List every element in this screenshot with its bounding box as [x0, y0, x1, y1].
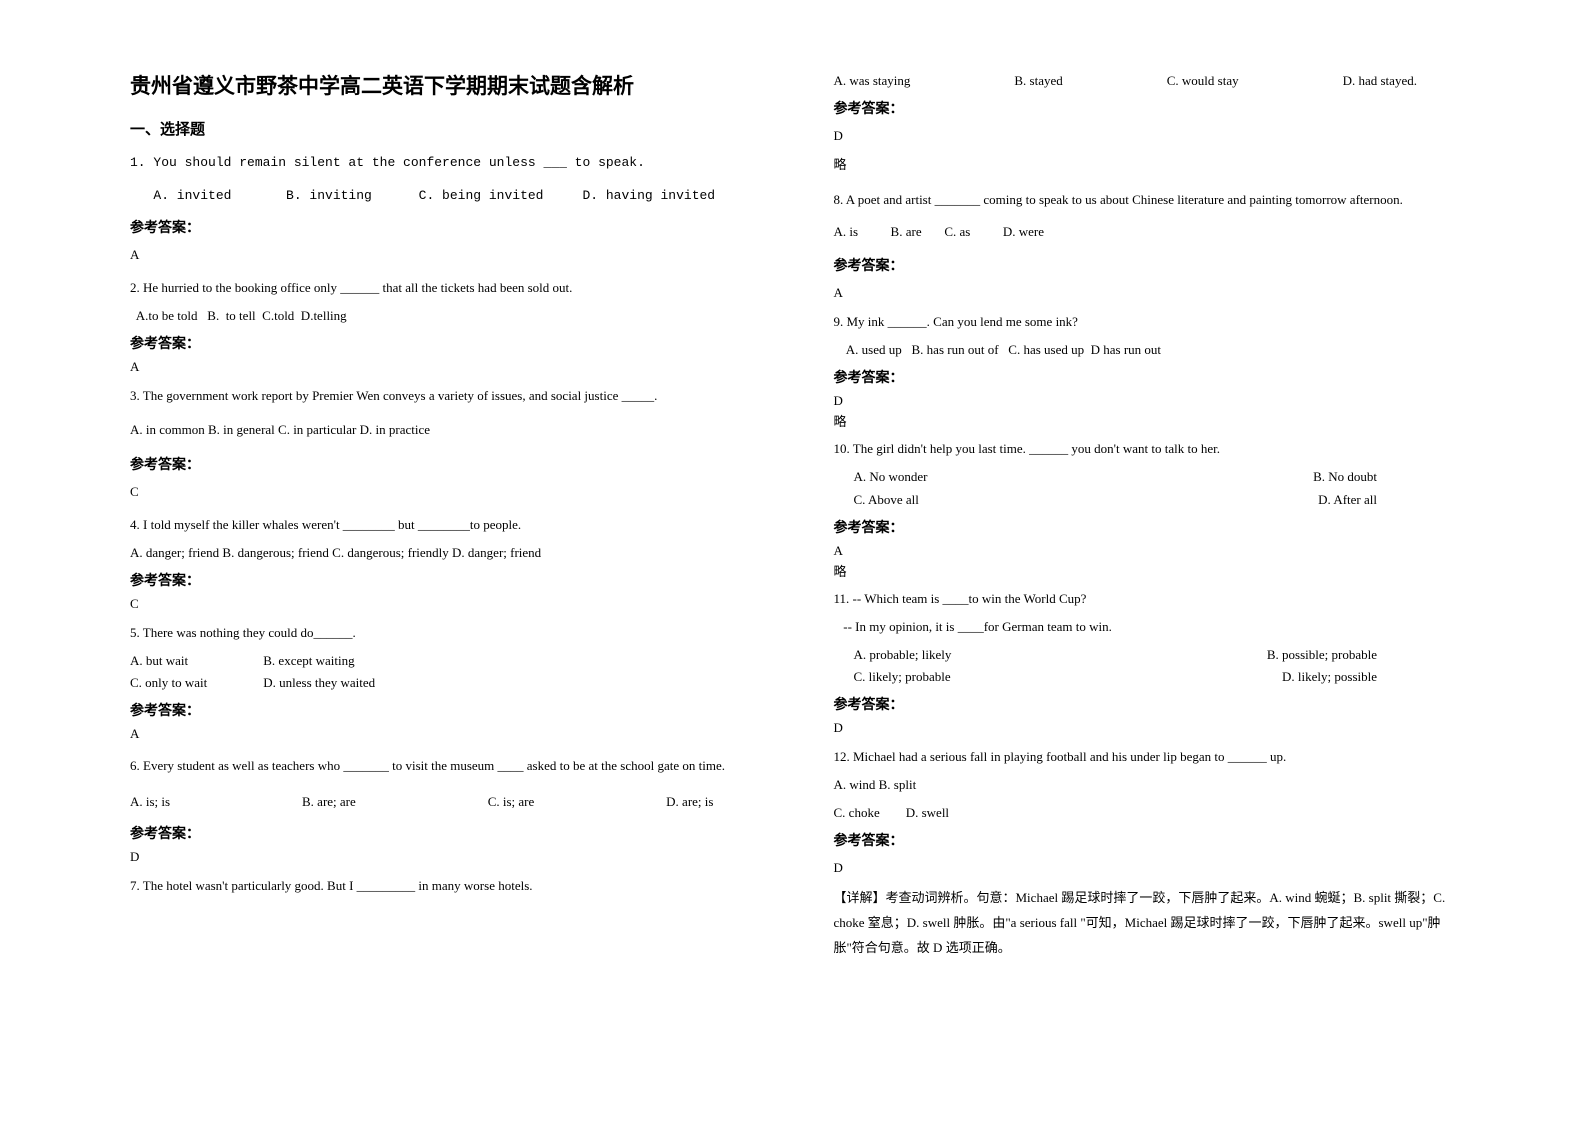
q9-answer: D: [834, 393, 1458, 409]
q10-answer: A: [834, 543, 1458, 559]
q10-omit: 略: [834, 561, 1458, 580]
q10-options: A. No wonder B. No doubt C. Above all D.…: [834, 466, 1458, 510]
page-title: 贵州省遵义市野茶中学高二英语下学期期末试题含解析: [130, 70, 754, 100]
q4-text: 4. I told myself the killer whales weren…: [130, 514, 754, 536]
q9-omit: 略: [834, 411, 1458, 430]
q9-answer-label: 参考答案：: [834, 367, 1458, 387]
q6-text: 6. Every student as well as teachers who…: [130, 752, 754, 781]
q10-optB: B. No doubt: [1313, 466, 1377, 488]
q2-text: 2. He hurried to the booking office only…: [130, 277, 754, 299]
q5-optA: A. but wait: [130, 650, 260, 672]
q6-optB: B. are; are: [302, 791, 356, 813]
q8-answer: A: [834, 285, 1458, 301]
q5-answer-label: 参考答案：: [130, 700, 754, 720]
section-header: 一、选择题: [130, 118, 754, 139]
q7-text: 7. The hotel wasn't particularly good. B…: [130, 875, 754, 897]
q5-optD: D. unless they waited: [263, 675, 375, 690]
q3-options: A. in common B. in general C. in particu…: [130, 419, 754, 441]
q11-options: A. probable; likely B. possible; probabl…: [834, 644, 1458, 688]
q7-optB: B. stayed: [1014, 70, 1062, 92]
q7-optD: D. had stayed.: [1343, 70, 1417, 92]
q4-options: A. danger; friend B. dangerous; friend C…: [130, 542, 754, 564]
q12-text: 12. Michael had a serious fall in playin…: [834, 746, 1458, 768]
left-column: 贵州省遵义市野茶中学高二英语下学期期末试题含解析 一、选择题 1. You sh…: [100, 70, 794, 1082]
q10-answer-label: 参考答案：: [834, 517, 1458, 537]
q12-options-line1: A. wind B. split: [834, 774, 1458, 796]
q8-answer-label: 参考答案：: [834, 255, 1458, 275]
q12-explain: 【详解】考查动词辨析。句意：Michael 踢足球时摔了一跤，下唇肿了起来。A.…: [834, 886, 1458, 960]
q4-answer: C: [130, 596, 754, 612]
q1-answer: A: [130, 247, 754, 263]
q6-optC: C. is; are: [488, 791, 535, 813]
q7-options: A. was staying B. stayed C. would stay D…: [834, 70, 1458, 92]
q1-answer-label: 参考答案：: [130, 217, 754, 237]
q11-optC: C. likely; probable: [834, 666, 951, 688]
q5-optB: B. except waiting: [263, 653, 354, 668]
q7-optA: A. was staying: [834, 70, 911, 92]
q6-options: A. is; is B. are; are C. is; are D. are;…: [130, 791, 754, 813]
q2-answer-label: 参考答案：: [130, 333, 754, 353]
q5-answer: A: [130, 726, 754, 742]
q6-answer: D: [130, 849, 754, 865]
q8-text: 8. A poet and artist _______ coming to s…: [834, 187, 1458, 213]
q6-answer-label: 参考答案：: [130, 823, 754, 843]
q6-optA: A. is; is: [130, 791, 170, 813]
q11-text2: -- In my opinion, it is ____for German t…: [834, 616, 1458, 638]
q8-options: A. is B. are C. as D. were: [834, 221, 1458, 243]
q11-answer: D: [834, 720, 1458, 736]
q11-optD: D. likely; possible: [1282, 666, 1377, 688]
q3-text: 3. The government work report by Premier…: [130, 385, 754, 407]
q11-answer-label: 参考答案：: [834, 694, 1458, 714]
right-column: A. was staying B. stayed C. would stay D…: [794, 70, 1488, 1082]
q9-options: A. used up B. has run out of C. has used…: [834, 339, 1458, 361]
q10-optC: C. Above all: [834, 489, 919, 511]
q7-omit: 略: [834, 154, 1458, 173]
q7-answer-label: 参考答案：: [834, 98, 1458, 118]
q9-text: 9. My ink ______. Can you lend me some i…: [834, 311, 1458, 333]
q5-text: 5. There was nothing they could do______…: [130, 622, 754, 644]
q10-optA: A. No wonder: [834, 466, 928, 488]
q3-answer-label: 参考答案：: [130, 454, 754, 474]
q12-options-line2: C. choke D. swell: [834, 802, 1458, 824]
q11-optB: B. possible; probable: [1267, 644, 1377, 666]
q12-answer: D: [834, 860, 1458, 876]
q11-text: 11. -- Which team is ____to win the Worl…: [834, 588, 1458, 610]
q10-text: 10. The girl didn't help you last time. …: [834, 438, 1458, 460]
q10-optD: D. After all: [1318, 489, 1377, 511]
q2-answer: A: [130, 359, 754, 375]
q3-answer: C: [130, 484, 754, 500]
q5-optC: C. only to wait: [130, 672, 260, 694]
q12-answer-label: 参考答案：: [834, 830, 1458, 850]
q2-options: A.to be told B. to tell C.told D.telling: [130, 305, 754, 327]
q5-options: A. but wait B. except waiting C. only to…: [130, 650, 754, 694]
q7-answer: D: [834, 128, 1458, 144]
q1-text: 1. You should remain silent at the confe…: [130, 151, 754, 174]
q11-optA: A. probable; likely: [834, 644, 952, 666]
q7-optC: C. would stay: [1167, 70, 1239, 92]
q1-options: A. invited B. inviting C. being invited …: [130, 184, 754, 207]
q4-answer-label: 参考答案：: [130, 570, 754, 590]
q6-optD: D. are; is: [666, 791, 713, 813]
